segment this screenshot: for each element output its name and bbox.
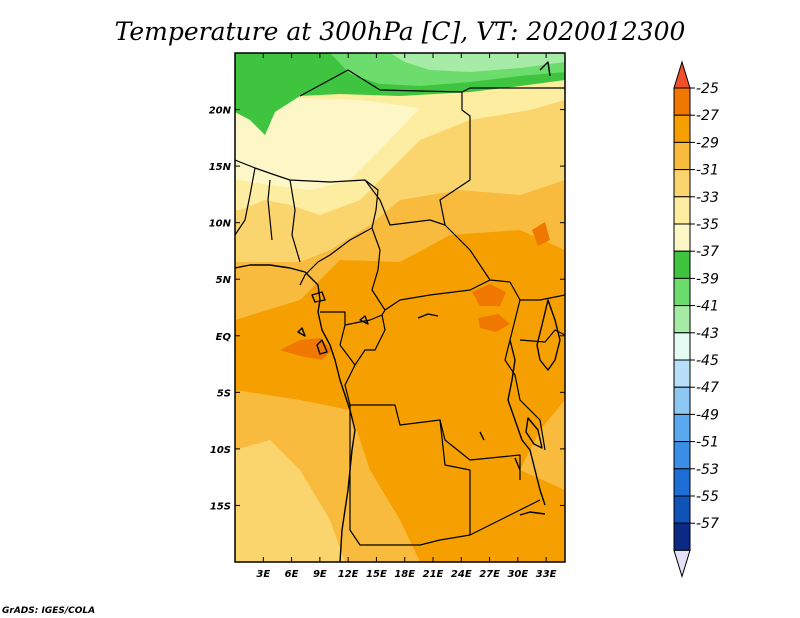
y-tick-label: 10S xyxy=(210,445,231,456)
colorbar-label: -45 xyxy=(696,353,719,369)
x-tick-label: 18E xyxy=(394,569,415,580)
temperature-contour-coldest xyxy=(390,53,565,72)
colorbar-segment xyxy=(673,332,691,361)
map-plot-area xyxy=(235,53,565,562)
colorbar-label: -57 xyxy=(696,516,719,532)
colorbar-segment xyxy=(673,87,691,116)
colorbar-label: -35 xyxy=(696,217,719,233)
temperature-contour-pale-south xyxy=(235,440,345,562)
x-tick-label: 15E xyxy=(366,569,387,580)
colorbar-label: -25 xyxy=(696,81,719,97)
colorbar-label: -33 xyxy=(696,190,719,206)
y-tick-label: 20N xyxy=(209,106,232,117)
colorbar-label: -55 xyxy=(696,489,719,505)
y-tick-label: 15N xyxy=(209,162,232,173)
x-axis: 3E 6E 9E 12E 15E 18E 21E 24E 27E 30E 33E xyxy=(256,53,557,580)
y-tick-label: 5N xyxy=(216,275,232,286)
colorbar-segment xyxy=(673,522,691,551)
colorbar-segment xyxy=(673,413,691,443)
colorbar: -25 -27 -29 -31 -33 -35 -37 -39 -41 -43 -45 -47 -49 -… xyxy=(673,60,719,579)
temperature-contour-lightest xyxy=(235,98,420,190)
colorbar-label: -53 xyxy=(696,462,719,478)
x-tick-label: 27E xyxy=(479,569,500,580)
y-axis: 20N 15N 10N 5N EQ 5S 10S 15S xyxy=(209,106,565,512)
colorbar-label: -37 xyxy=(696,244,719,260)
temperature-contour-warmest-2 xyxy=(472,284,506,306)
colorbar-segment xyxy=(673,468,691,497)
colorbar-segment xyxy=(673,250,691,279)
temperature-contour-warmest-4 xyxy=(532,222,550,246)
y-tick-label: 10N xyxy=(209,219,232,230)
colorbar-segment xyxy=(673,223,691,252)
colorbar-label: -39 xyxy=(696,271,719,287)
chart-title: Temperature at 300hPa [C], VT: 202001230… xyxy=(115,17,686,46)
y-tick-label: EQ xyxy=(216,332,232,343)
x-tick-label: 24E xyxy=(451,569,472,580)
colorbar-segment xyxy=(673,305,691,334)
colorbar-label: -31 xyxy=(696,163,719,179)
x-tick-label: 3E xyxy=(256,569,270,580)
colorbar-segment xyxy=(673,141,691,171)
colorbar-label: -51 xyxy=(696,435,719,451)
colorbar-top-arrow xyxy=(673,60,691,89)
colorbar-segment xyxy=(673,441,691,470)
colorbar-label: -49 xyxy=(696,407,719,423)
colorbar-label: -47 xyxy=(696,380,719,396)
x-tick-label: 6E xyxy=(285,569,299,580)
colorbar-segment xyxy=(673,277,691,307)
x-tick-label: 9E xyxy=(313,569,327,580)
colorbar-segment xyxy=(673,495,691,524)
x-tick-label: 33E xyxy=(536,569,557,580)
colorbar-segment xyxy=(673,386,691,415)
colorbar-label: -29 xyxy=(696,135,719,151)
coastline xyxy=(235,61,561,562)
colorbar-segment xyxy=(673,359,691,388)
temperature-contour-warm xyxy=(235,230,565,562)
colorbar-bottom-arrow xyxy=(673,549,691,579)
y-tick-label: 5S xyxy=(217,388,231,399)
colorbar-label: -43 xyxy=(696,326,719,342)
colorbar-segment xyxy=(673,114,691,143)
y-tick-label: 15S xyxy=(210,501,231,512)
grads-credit: GrADS: IGES/COLA xyxy=(2,606,95,616)
x-tick-label: 30E xyxy=(507,569,528,580)
x-tick-label: 12E xyxy=(338,569,359,580)
temperature-contour-warmest-3 xyxy=(478,314,510,332)
colorbar-label: -41 xyxy=(696,299,719,315)
colorbar-segment xyxy=(673,169,691,198)
colorbar-segment xyxy=(673,196,691,225)
x-tick-label: 21E xyxy=(423,569,444,580)
colorbar-label: -27 xyxy=(696,108,719,124)
plot-frame xyxy=(234,52,566,563)
